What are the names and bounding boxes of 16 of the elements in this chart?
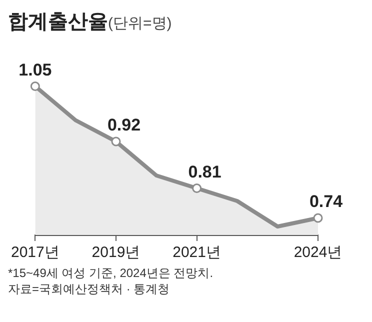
point [111,136,121,146]
annotation: *15~49세 여성 기준, 2024년은 전망치. [8,265,214,281]
chart-subtitle: (단위=명) [108,15,172,32]
x-tick-label: 2021년 [172,244,221,262]
x-tick-label: 2024년 [294,244,342,262]
data-label: 1.05 [18,60,52,80]
data-label: 0.74 [309,192,344,212]
point [192,184,202,193]
x-tick-label: 2017년 [10,244,60,262]
data-label: 0.81 [188,162,222,182]
x-tick-label: 2019년 [92,244,140,262]
annotation: 자료=국회예산정책처 · 통계청 [8,281,171,297]
point [313,213,323,223]
data-label: 0.92 [107,116,141,135]
point [30,82,40,91]
chart-title: 합계출산율 [8,11,108,33]
